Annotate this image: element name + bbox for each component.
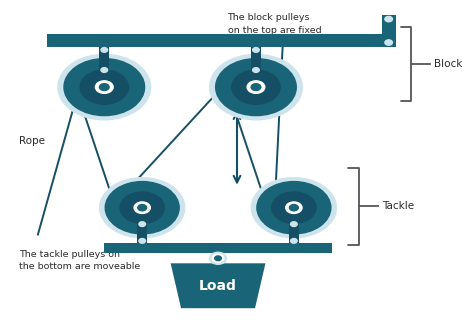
FancyBboxPatch shape xyxy=(251,45,261,73)
Circle shape xyxy=(210,252,227,264)
Circle shape xyxy=(120,192,164,223)
Circle shape xyxy=(134,202,150,213)
Circle shape xyxy=(100,178,185,238)
FancyBboxPatch shape xyxy=(382,15,396,47)
FancyBboxPatch shape xyxy=(104,243,332,253)
Text: Block: Block xyxy=(434,59,462,69)
Circle shape xyxy=(291,239,297,243)
Text: Load: Load xyxy=(199,279,237,293)
Circle shape xyxy=(139,222,146,226)
Text: Rope: Rope xyxy=(19,136,45,146)
Circle shape xyxy=(101,48,108,52)
Circle shape xyxy=(80,70,128,104)
Circle shape xyxy=(385,16,392,22)
Circle shape xyxy=(272,192,316,223)
Circle shape xyxy=(251,84,261,90)
Circle shape xyxy=(210,54,302,120)
FancyBboxPatch shape xyxy=(289,219,299,244)
Circle shape xyxy=(291,222,297,226)
Circle shape xyxy=(385,40,392,45)
Circle shape xyxy=(286,202,302,213)
Circle shape xyxy=(100,84,109,90)
Text: The tackle pulleys on
the bottom are moveable: The tackle pulleys on the bottom are mov… xyxy=(19,250,140,271)
Circle shape xyxy=(58,54,151,120)
Circle shape xyxy=(253,48,259,52)
Circle shape xyxy=(290,205,298,211)
Circle shape xyxy=(139,239,146,243)
Text: The block pulleys
on the top are fixed: The block pulleys on the top are fixed xyxy=(228,13,321,35)
FancyBboxPatch shape xyxy=(137,219,147,244)
Circle shape xyxy=(95,81,113,93)
Circle shape xyxy=(232,70,280,104)
FancyBboxPatch shape xyxy=(47,34,389,47)
Circle shape xyxy=(212,254,224,262)
Circle shape xyxy=(247,81,265,93)
Circle shape xyxy=(105,182,179,234)
Circle shape xyxy=(215,256,221,261)
Circle shape xyxy=(257,182,331,234)
Circle shape xyxy=(101,68,108,72)
Circle shape xyxy=(216,59,296,116)
Circle shape xyxy=(253,68,259,72)
Circle shape xyxy=(251,178,337,238)
Circle shape xyxy=(138,205,146,211)
Circle shape xyxy=(64,59,145,116)
FancyBboxPatch shape xyxy=(99,45,109,73)
Text: Tackle: Tackle xyxy=(382,201,414,211)
Polygon shape xyxy=(171,263,265,308)
